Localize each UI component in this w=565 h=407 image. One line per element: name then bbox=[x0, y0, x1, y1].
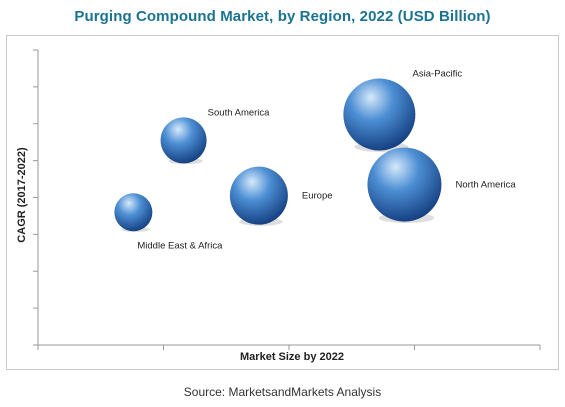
bubble-label-asia-pacific: Asia-Pacific bbox=[413, 69, 463, 80]
x-axis-title: Market Size by 2022 bbox=[240, 351, 344, 363]
source-note: Source: MarketsandMarkets Analysis bbox=[183, 385, 382, 399]
bubble-asia-pacific bbox=[343, 78, 416, 151]
bubble-label-europe: Europe bbox=[302, 191, 333, 202]
chart-title: Purging Compound Market, by Region, 2022… bbox=[74, 8, 491, 25]
bubble-south-america bbox=[160, 117, 207, 164]
bubble-middle-east-and-africa bbox=[114, 193, 153, 232]
bubble-europe bbox=[229, 166, 288, 225]
y-axis-title: CAGR (2017-2022) bbox=[16, 147, 28, 243]
bubble-label-middle-east-and-africa: Middle East & Africa bbox=[137, 240, 223, 251]
bubble-north-america bbox=[367, 147, 442, 222]
bubble-label-south-america: South America bbox=[208, 107, 270, 118]
bubble-label-north-america: North America bbox=[455, 180, 516, 191]
plot-border bbox=[6, 35, 559, 370]
